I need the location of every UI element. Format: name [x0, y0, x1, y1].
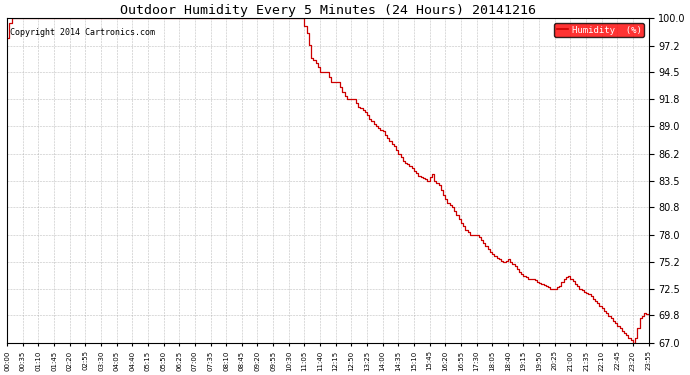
Text: Copyright 2014 Cartronics.com: Copyright 2014 Cartronics.com [10, 28, 155, 37]
Legend: Humidity  (%): Humidity (%) [554, 23, 644, 37]
Title: Outdoor Humidity Every 5 Minutes (24 Hours) 20141216: Outdoor Humidity Every 5 Minutes (24 Hou… [120, 4, 536, 17]
